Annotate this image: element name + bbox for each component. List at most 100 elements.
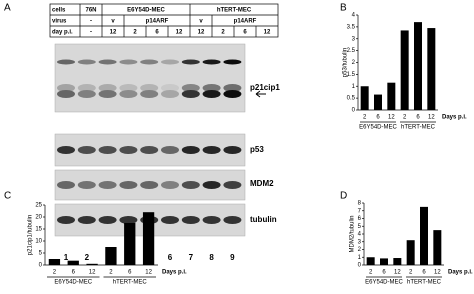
bar <box>393 258 402 265</box>
y-tick-label: 10 <box>35 239 42 245</box>
y-tick-label: 6 <box>358 216 362 222</box>
x-tick-label: 12 <box>434 270 441 276</box>
x-tick-label: 2 <box>403 115 407 121</box>
table-cell: E6Y54D-MEC <box>127 8 165 14</box>
bar <box>142 212 155 265</box>
blot-band <box>140 84 159 92</box>
arrow <box>255 90 266 98</box>
bar <box>360 86 369 110</box>
bar <box>374 94 382 110</box>
blot-band <box>98 59 117 65</box>
y-tick-label: 2.5 <box>347 48 356 54</box>
y-tick-label: 0 <box>352 108 356 114</box>
blot-band <box>181 90 200 98</box>
group-label: hTERT-MEC <box>113 280 148 286</box>
blot-band <box>161 216 179 224</box>
blot-band <box>77 216 96 224</box>
blot-band <box>119 216 138 224</box>
blot-band <box>202 216 221 224</box>
y-axis-title: p21cip1/tubulin <box>28 215 34 255</box>
y-axis-title: p53/tubulin <box>343 48 349 77</box>
band-label: tubulin <box>250 215 277 224</box>
x-axis-title: Days p.i. <box>162 270 187 276</box>
blot-band <box>77 84 96 92</box>
blot-band <box>98 146 117 154</box>
bar <box>124 223 136 265</box>
table-cell: 2 <box>133 30 137 36</box>
group-label: hTERT-MEC <box>401 125 436 131</box>
blot-band <box>202 146 221 154</box>
blot-band <box>77 90 96 98</box>
y-tick-label: 2 <box>352 60 356 66</box>
table-cell: 12 <box>176 30 183 36</box>
bar <box>366 257 375 265</box>
blot-band <box>223 146 242 154</box>
blot-band <box>57 216 75 224</box>
bar <box>105 247 117 265</box>
table-cell: v <box>199 19 203 25</box>
blot-band <box>140 181 159 189</box>
blot-band <box>119 146 138 154</box>
blot-band <box>161 59 179 65</box>
x-tick-label: 12 <box>394 270 401 276</box>
x-tick-label: 6 <box>128 270 132 276</box>
table-cell: - <box>90 19 92 25</box>
x-tick-label: 2 <box>409 270 413 276</box>
table-cell: 12 <box>198 30 205 36</box>
table-cell: cells <box>52 8 66 14</box>
blot-band <box>161 181 179 189</box>
table-cell: p14ARF <box>146 19 169 25</box>
y-tick-label: 3.5 <box>347 24 356 30</box>
bar <box>67 260 79 265</box>
blot-strip <box>54 43 246 113</box>
table-cell: hTERT-MEC <box>217 8 252 14</box>
bar <box>414 22 422 110</box>
blot-band <box>98 216 117 224</box>
bar <box>48 259 61 265</box>
blot-band <box>223 59 242 65</box>
blot-band <box>119 90 138 98</box>
x-tick-label: 6 <box>416 115 420 121</box>
blot-band <box>119 181 138 189</box>
x-tick-label: 2 <box>109 270 113 276</box>
band-label: MDM2 <box>250 179 274 188</box>
blot-band <box>223 216 242 224</box>
y-tick-label: 1.5 <box>347 72 356 78</box>
blot-band <box>161 146 179 154</box>
blot-band <box>57 146 75 154</box>
blot-band <box>140 90 159 98</box>
lane-label: 2 <box>85 253 90 262</box>
bar <box>406 240 415 265</box>
lane-label: 6 <box>168 253 173 262</box>
y-axis-title: MDM2/tubulin <box>350 215 356 252</box>
lane-label: 1 <box>64 253 69 262</box>
panel-letter: C <box>4 191 11 202</box>
panel-letter: A <box>4 3 11 14</box>
blot-band <box>140 146 159 154</box>
blot-band <box>223 90 242 98</box>
blot-band <box>57 90 75 98</box>
table-cell: 12 <box>110 30 117 36</box>
y-tick-label: 2 <box>358 247 362 253</box>
y-tick-label: 1 <box>358 255 362 261</box>
blot-band <box>181 146 200 154</box>
table-cell: 2 <box>221 30 225 36</box>
panel-letter: B <box>340 3 347 14</box>
bar <box>400 30 409 110</box>
blot-band <box>77 59 96 65</box>
blot-band <box>202 59 221 65</box>
blot-band <box>223 84 242 92</box>
blot-band <box>161 84 179 92</box>
table-cell: v <box>111 19 115 25</box>
blot-band <box>140 59 159 65</box>
panel-letter: D <box>340 191 347 202</box>
y-tick-label: 8 <box>358 201 362 207</box>
x-tick-label: 12 <box>145 270 152 276</box>
y-tick-label: 15 <box>35 227 42 233</box>
y-tick-label: 5 <box>358 224 362 230</box>
bar <box>387 82 396 110</box>
y-tick-label: 4 <box>358 232 362 238</box>
blot-band <box>202 181 221 189</box>
